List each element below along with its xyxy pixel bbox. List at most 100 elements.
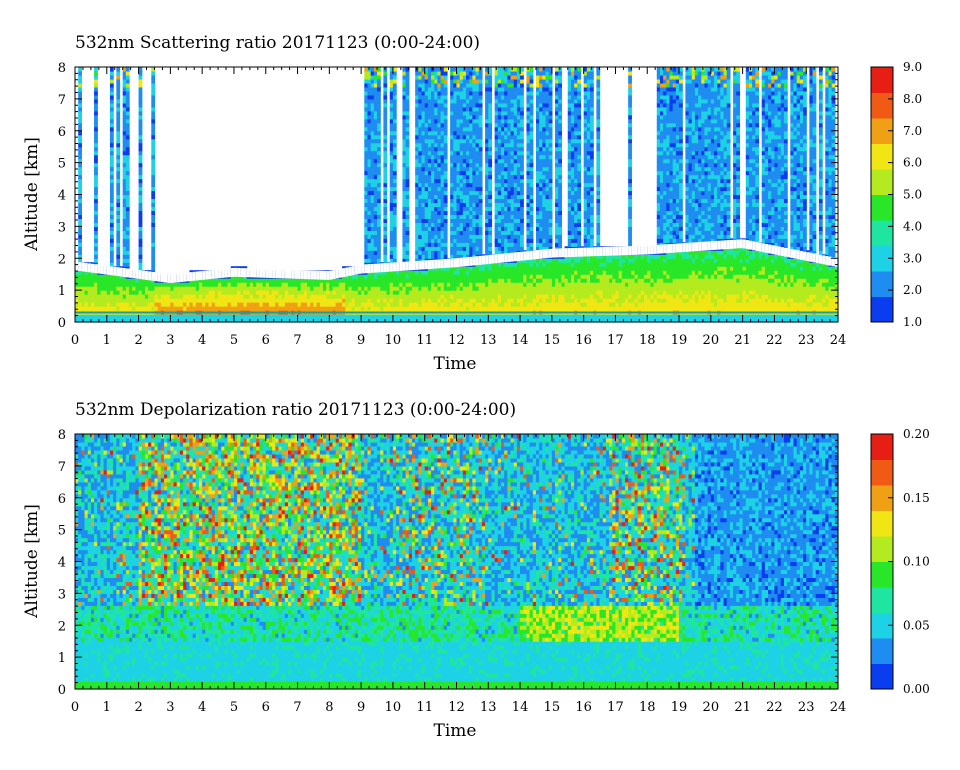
colorbar-tick-label: 1.0 <box>903 315 922 329</box>
x-tick-label: 19 <box>671 333 688 348</box>
y-tick-label: 6 <box>58 125 66 140</box>
colorbar-tick-label: 4.0 <box>903 219 922 233</box>
x-tick-label: 5 <box>230 700 238 715</box>
x-tick-label: 17 <box>607 700 624 715</box>
x-tick-label: 7 <box>293 333 301 348</box>
y-tick-label: 7 <box>58 460 66 475</box>
x-tick-label: 14 <box>512 333 529 348</box>
x-tick-label: 6 <box>262 700 270 715</box>
scattering-ratio-plot <box>75 67 839 323</box>
colorbar-tick-label: 2.0 <box>903 283 922 297</box>
x-tick-label: 7 <box>293 700 301 715</box>
colorbar-tick-label: 0.05 <box>903 618 930 632</box>
y-tick-label: 0 <box>58 316 66 331</box>
colorbar-segment <box>871 67 893 93</box>
x-tick-label: 12 <box>448 333 465 348</box>
x-tick-label: 18 <box>639 700 656 715</box>
x-tick-label: 11 <box>416 333 433 348</box>
y-axis-label: Altitude [km] <box>22 504 42 619</box>
y-tick-label: 4 <box>58 189 66 204</box>
y-tick-label: 6 <box>58 492 66 507</box>
colorbar-tick-label: 0.10 <box>903 555 930 569</box>
y-tick-label: 8 <box>58 61 66 76</box>
y-tick-label: 2 <box>58 252 66 267</box>
depolarization-colorbar: 0.00 0.05 0.10 0.15 0.20 <box>871 427 930 696</box>
x-tick-label: 14 <box>512 700 529 715</box>
x-tick-label: 15 <box>544 333 561 348</box>
x-tick-label: 3 <box>166 700 174 715</box>
x-tick-label: 10 <box>385 700 402 715</box>
scattering-colorbar: 1.0 2.0 3.0 4.0 5.0 6.0 7.0 8.0 9.0 <box>871 60 922 329</box>
colorbar-tick-label: 0.00 <box>903 682 930 696</box>
y-tick-label: 4 <box>58 556 66 571</box>
x-tick-label: 10 <box>385 333 402 348</box>
x-tick-label: 22 <box>766 333 783 348</box>
x-tick-label: 3 <box>166 333 174 348</box>
y-tick-label: 1 <box>58 651 66 666</box>
x-tick-label: 1 <box>103 700 111 715</box>
x-tick-label: 8 <box>325 700 333 715</box>
x-tick-label: 23 <box>798 700 815 715</box>
x-tick-label: 17 <box>607 333 624 348</box>
x-tick-label: 2 <box>134 333 142 348</box>
x-tick-label: 22 <box>766 700 783 715</box>
y-tick-label: 0 <box>58 683 66 698</box>
x-tick-label: 24 <box>830 700 847 715</box>
x-tick-label: 20 <box>703 333 720 348</box>
y-axis-label: Altitude [km] <box>22 137 42 252</box>
x-tick-label: 4 <box>198 700 206 715</box>
x-tick-label: 13 <box>480 700 497 715</box>
depolarization-ratio-panel: 532nm Depolarization ratio 20171123 (0:0… <box>22 400 930 741</box>
x-tick-label: 0 <box>71 700 79 715</box>
y-tick-label: 2 <box>58 619 66 634</box>
x-tick-label: 13 <box>480 333 497 348</box>
x-tick-label: 24 <box>830 333 847 348</box>
x-tick-label: 5 <box>230 333 238 348</box>
x-tick-label: 1 <box>103 333 111 348</box>
colorbar-segment <box>871 195 893 221</box>
colorbar-tick-label: 0.20 <box>903 427 930 441</box>
colorbar-tick-label: 5.0 <box>903 188 922 202</box>
colorbar-segment <box>871 93 893 119</box>
x-tick-label: 16 <box>575 700 592 715</box>
chart-title: 532nm Scattering ratio 20171123 (0:00-24… <box>75 33 480 53</box>
colorbar-segment <box>871 169 893 195</box>
colorbar-tick-label: 0.15 <box>903 491 930 505</box>
colorbar-tick-label: 7.0 <box>903 124 922 138</box>
x-tick-label: 20 <box>703 700 720 715</box>
colorbar-segment <box>871 460 893 486</box>
colorbar-segment <box>871 434 893 460</box>
y-tick-label: 8 <box>58 428 66 443</box>
colorbar-segment <box>871 144 893 170</box>
colorbar-tick-label: 6.0 <box>903 156 922 170</box>
x-tick-label: 9 <box>357 700 365 715</box>
y-tick-label: 5 <box>58 157 66 172</box>
colorbar-segment <box>871 511 893 537</box>
colorbar-segment <box>871 271 893 297</box>
colorbar-tick-label: 9.0 <box>903 60 922 74</box>
x-tick-label: 4 <box>198 333 206 348</box>
x-tick-label: 21 <box>734 700 751 715</box>
y-tick-label: 3 <box>58 220 66 235</box>
y-tick-label: 7 <box>58 93 66 108</box>
x-tick-label: 18 <box>639 333 656 348</box>
colorbar-segment <box>871 536 893 562</box>
x-tick-label: 21 <box>734 333 751 348</box>
scattering-ratio-panel: 532nm Scattering ratio 20171123 (0:00-24… <box>22 33 922 374</box>
x-axis-label: Time <box>434 354 477 374</box>
chart-title: 532nm Depolarization ratio 20171123 (0:0… <box>75 400 516 420</box>
y-tick-label: 5 <box>58 524 66 539</box>
colorbar-segment <box>871 664 893 690</box>
colorbar-segment <box>871 297 893 323</box>
colorbar-segment <box>871 220 893 246</box>
depolarization-ratio-plot <box>75 434 839 690</box>
x-tick-label: 8 <box>325 333 333 348</box>
x-tick-label: 15 <box>544 700 561 715</box>
y-tick-label: 1 <box>58 284 66 299</box>
colorbar-tick-label: 3.0 <box>903 251 922 265</box>
y-tick-label: 3 <box>58 587 66 602</box>
colorbar-segment <box>871 562 893 588</box>
colorbar-tick-label: 8.0 <box>903 92 922 106</box>
x-tick-label: 11 <box>416 700 433 715</box>
colorbar-segment <box>871 638 893 664</box>
